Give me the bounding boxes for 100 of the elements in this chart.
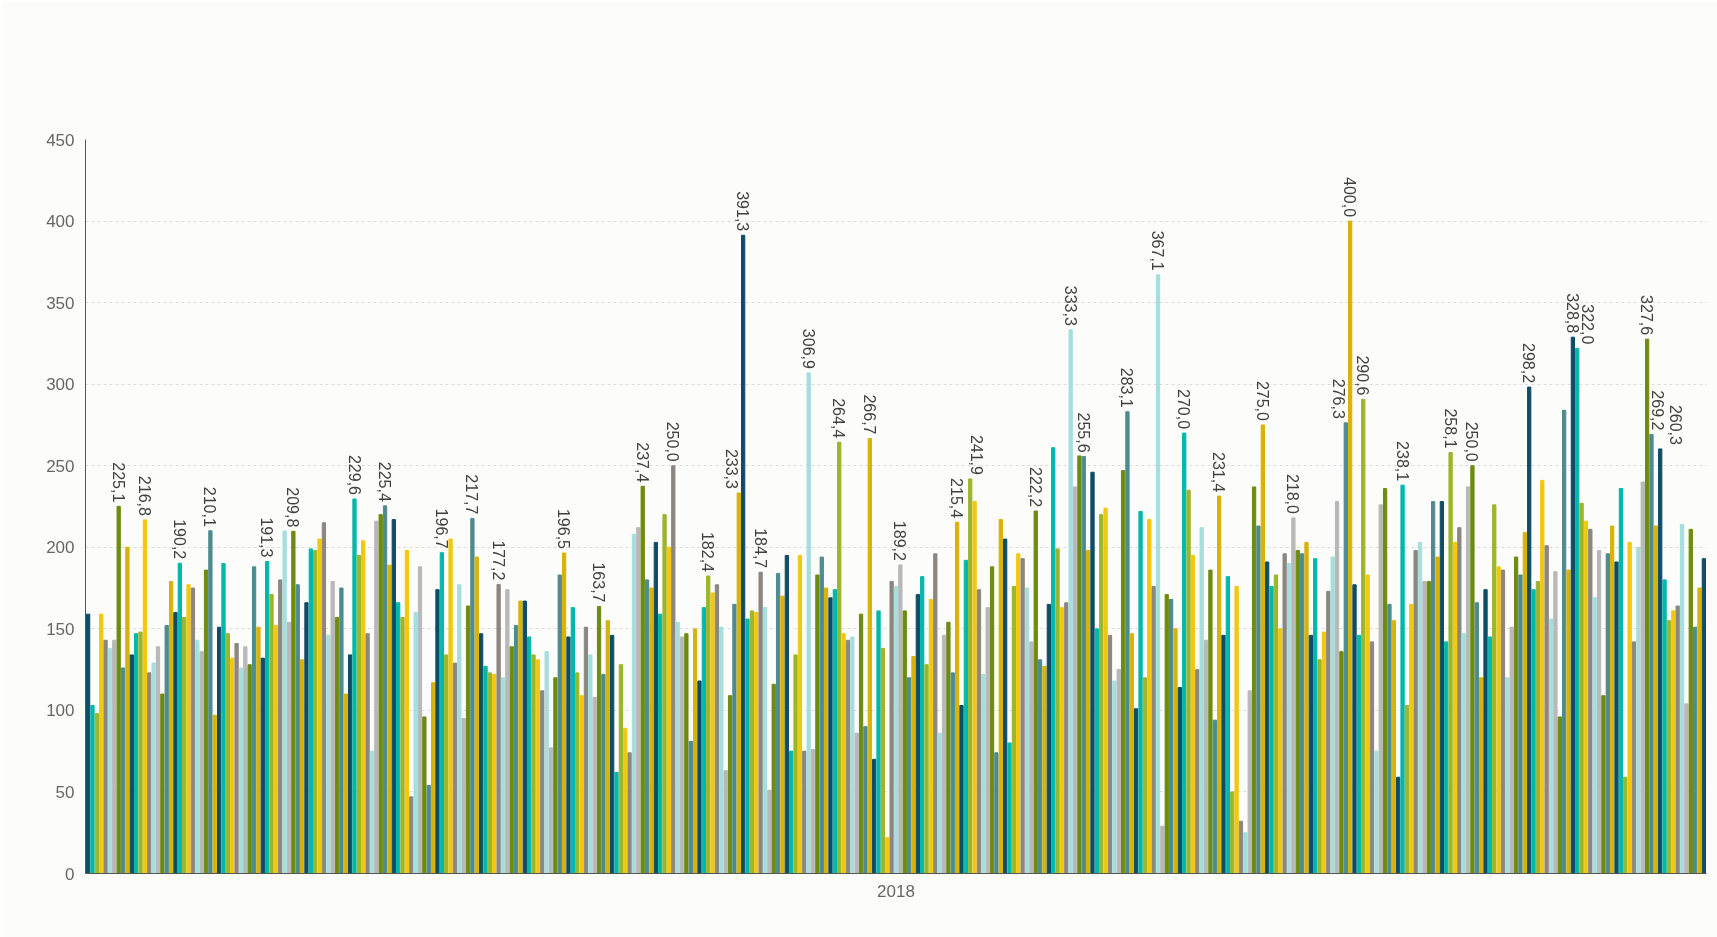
- bar: [1007, 742, 1012, 874]
- bar: [409, 796, 414, 874]
- bar: [444, 654, 449, 874]
- bar: [649, 587, 654, 874]
- bar: [1182, 432, 1187, 874]
- bar: [692, 628, 698, 874]
- bar: [238, 667, 244, 874]
- bar: [1531, 589, 1536, 874]
- bar: [190, 587, 196, 874]
- bar: [924, 664, 929, 874]
- bar: [1426, 581, 1431, 874]
- bar: [247, 664, 252, 874]
- bar: [1120, 470, 1126, 874]
- bar: [1173, 628, 1178, 874]
- bar: [1334, 501, 1340, 874]
- bar: [1631, 641, 1637, 874]
- bar: [1675, 605, 1680, 874]
- bar: [1269, 585, 1274, 874]
- bar: [1164, 594, 1169, 874]
- bar: [1557, 716, 1562, 874]
- bar: [575, 672, 580, 874]
- bar: [1243, 832, 1248, 874]
- bar: [500, 677, 506, 874]
- bar: [348, 654, 353, 874]
- data-label: 266,7: [860, 394, 878, 435]
- bar: [601, 674, 606, 874]
- bar: [671, 465, 676, 874]
- bar: [885, 837, 890, 874]
- bar: [1029, 641, 1034, 874]
- bar: [1155, 274, 1161, 874]
- y-tick-label: 50: [55, 782, 75, 802]
- bar: [1077, 455, 1082, 874]
- bar: [1356, 634, 1362, 874]
- bar: [1679, 523, 1685, 874]
- bar: [1016, 553, 1021, 874]
- bar: [1299, 553, 1305, 874]
- bar: [959, 705, 964, 874]
- bar: [1313, 558, 1318, 874]
- bar: [963, 559, 969, 874]
- data-label: 327,6: [1638, 295, 1656, 336]
- bar: [1535, 581, 1541, 874]
- bar: [1072, 486, 1078, 874]
- bar: [208, 530, 213, 874]
- bar: [1090, 471, 1095, 874]
- bar: [994, 752, 999, 874]
- bar: [1260, 424, 1265, 874]
- bar: [950, 672, 955, 874]
- bar: [90, 705, 95, 874]
- bar: [1068, 329, 1073, 874]
- data-label: 400,0: [1341, 177, 1359, 218]
- bar: [365, 633, 370, 874]
- bar: [470, 517, 475, 874]
- bar: [1086, 550, 1091, 874]
- data-label: 177,2: [489, 540, 507, 581]
- bar: [417, 566, 423, 874]
- bar: [719, 626, 724, 874]
- bar: [343, 693, 348, 874]
- bar: [1195, 669, 1200, 874]
- bar: [898, 564, 903, 874]
- bar: [1081, 456, 1086, 874]
- bar: [1505, 677, 1510, 874]
- bar: [823, 587, 829, 874]
- bar: [819, 556, 824, 874]
- bar: [225, 633, 230, 874]
- bar: [1474, 602, 1479, 874]
- bar: [1430, 501, 1436, 874]
- bar: [295, 584, 300, 874]
- bar: [1666, 620, 1672, 874]
- bar: [1562, 409, 1567, 874]
- bar: [889, 581, 894, 874]
- bar: [317, 538, 322, 874]
- bar: [1042, 665, 1047, 874]
- bar: [142, 519, 148, 874]
- data-label: 196,5: [555, 508, 573, 550]
- bar: [439, 552, 444, 874]
- data-label: 196,7: [432, 508, 450, 549]
- bar: [797, 554, 803, 874]
- bar: [99, 613, 104, 874]
- bar: [461, 718, 466, 874]
- data-label: 276,3: [1329, 378, 1347, 419]
- bar: [1522, 532, 1527, 874]
- bar: [1662, 579, 1667, 874]
- bar: [479, 633, 484, 874]
- bar: [1142, 677, 1148, 874]
- bar: [1374, 750, 1379, 874]
- bar: [374, 520, 379, 874]
- bar: [1492, 504, 1497, 874]
- bar: [1461, 633, 1466, 874]
- bar: [1278, 628, 1283, 874]
- bar: [356, 554, 362, 874]
- bar: [1365, 574, 1370, 874]
- bar: [548, 747, 554, 874]
- bar: [1003, 538, 1008, 874]
- data-label: 163,7: [590, 562, 608, 603]
- bar: [1391, 620, 1396, 874]
- data-label: 217,7: [463, 474, 481, 515]
- bar: [1295, 550, 1300, 874]
- bar: [160, 693, 165, 874]
- bar: [112, 639, 117, 874]
- bar: [623, 727, 628, 874]
